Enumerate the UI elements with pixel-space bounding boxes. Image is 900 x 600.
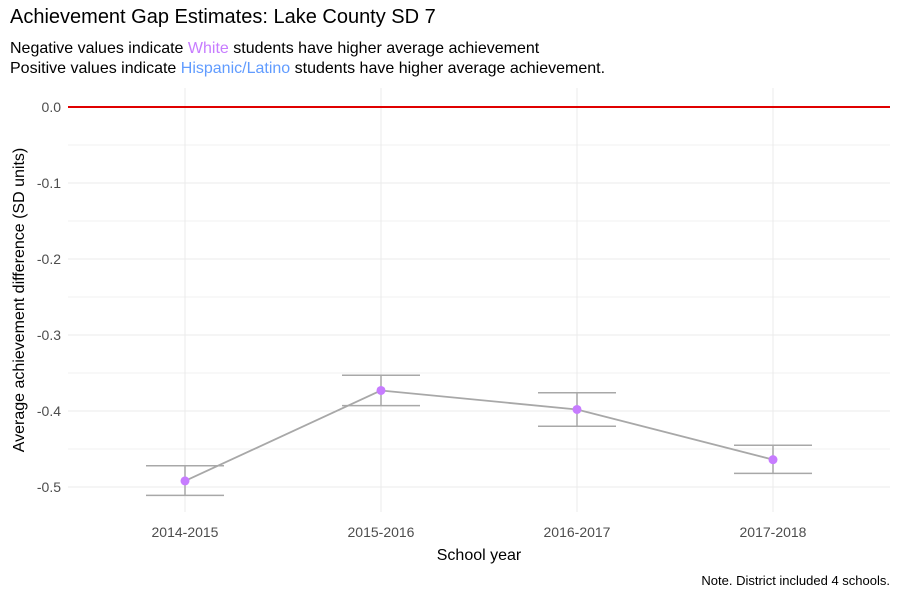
line-layer (184, 389, 774, 482)
x-tick-label-2: 2016-2017 (544, 524, 611, 540)
y-tick-label-0: 0.0 (42, 99, 62, 115)
data-point-0 (180, 476, 190, 486)
x-axis-label: School year (437, 547, 522, 564)
x-tick-label-3: 2017-2018 (740, 524, 807, 540)
error-bar-layer (146, 374, 812, 497)
subtitle-1-prefix: Negative values indicate (10, 40, 188, 57)
subtitle-white-group: White (187, 40, 229, 57)
y-tick-label-2: -0.2 (37, 251, 61, 267)
y-tick-label-5: -0.5 (37, 479, 61, 495)
x-tick-label-0: 2014-2015 (152, 524, 219, 540)
subtitle-2-prefix: Positive values indicate (10, 60, 181, 77)
point-layer (180, 385, 778, 486)
y-tick-label-3: -0.3 (37, 327, 61, 343)
y-tick-label-1: -0.1 (37, 175, 61, 191)
y-tick-labels: 0.0 -0.1 -0.2 -0.3 -0.4 -0.5 (37, 99, 61, 495)
y-tick-label-4: -0.4 (37, 403, 61, 419)
series-line (184, 389, 774, 482)
x-tick-label-1: 2015-2016 (348, 524, 415, 540)
data-point-2 (572, 404, 582, 414)
chart-title: Achievement Gap Estimates: Lake County S… (10, 6, 436, 28)
subtitle-hispanic-group: Hispanic/Latino (180, 60, 291, 77)
subtitle-2-suffix: students have higher average achievement… (290, 60, 606, 77)
chart-caption: Note. District included 4 schools. (701, 573, 890, 588)
x-tick-labels: 2014-2015 2015-2016 2016-2017 2017-2018 (152, 524, 807, 540)
grid-layer (68, 88, 890, 512)
data-point-1 (376, 385, 386, 395)
subtitle-1-suffix: students have higher average achievement (228, 40, 540, 57)
y-axis-label: Average achievement difference (SD units… (11, 148, 28, 452)
data-point-3 (768, 455, 778, 465)
subtitle-line-1: Negative values indicate White students … (10, 40, 539, 58)
subtitle-line-2: Positive values indicate Hispanic/Latino… (10, 60, 605, 78)
